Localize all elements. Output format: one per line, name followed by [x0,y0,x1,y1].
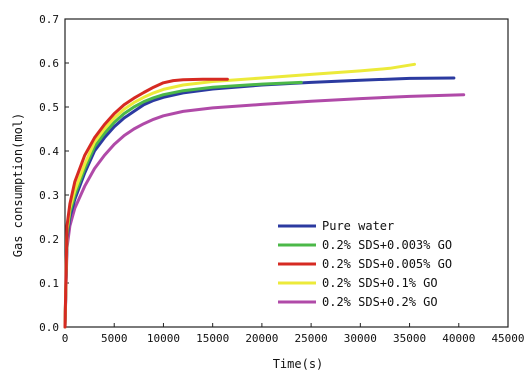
y-tick-label: 0.7 [39,13,59,26]
x-tick-label: 0 [62,332,69,345]
legend: Pure water 0.2% SDS+0.003% GO 0.2% SDS+0.0… [278,219,452,309]
legend-label-3: 0.2% SDS+0.1% GO [322,276,438,290]
y-tick-label: 0.0 [39,321,59,334]
y-tick-label: 0.5 [39,101,59,114]
legend-label-1: 0.2% SDS+0.003% GO [322,238,452,252]
series-line-0 [63,76,456,329]
y-tick-label: 0.6 [39,57,59,70]
series-line-4 [63,93,466,329]
y-tick-label: 0.1 [39,277,59,290]
plot-border [64,18,509,328]
x-tick-label: 5000 [101,332,128,345]
legend-label-0: Pure water [322,219,394,233]
legend-label-4: 0.2% SDS+0.2% GO [322,295,438,309]
x-tick-label: 15000 [196,332,229,345]
x-tick-label: 30000 [344,332,377,345]
series-line-3 [63,62,416,329]
x-tick-label: 45000 [491,332,524,345]
series-line-2 [63,77,229,329]
x-tick-label: 10000 [147,332,180,345]
y-tick-label: 0.2 [39,233,59,246]
y-axis-title: Gas consumption(mol) [11,113,25,258]
x-tick-label: 25000 [295,332,328,345]
x-axis-title: Time(s) [273,357,324,371]
x-tick-label: 35000 [393,332,426,345]
series-lines [63,62,466,329]
legend-label-2: 0.2% SDS+0.005% GO [322,257,452,271]
y-tick-label: 0.3 [39,189,59,202]
x-tick-label: 40000 [442,332,475,345]
plot-area-frame [64,18,509,328]
series-line-1 [63,80,303,329]
axis-ticks: 0 5000 10000 15000 20000 25000 30000 35000 40000… [39,13,524,345]
x-tick-label: 20000 [245,332,278,345]
y-tick-label: 0.4 [39,145,59,158]
